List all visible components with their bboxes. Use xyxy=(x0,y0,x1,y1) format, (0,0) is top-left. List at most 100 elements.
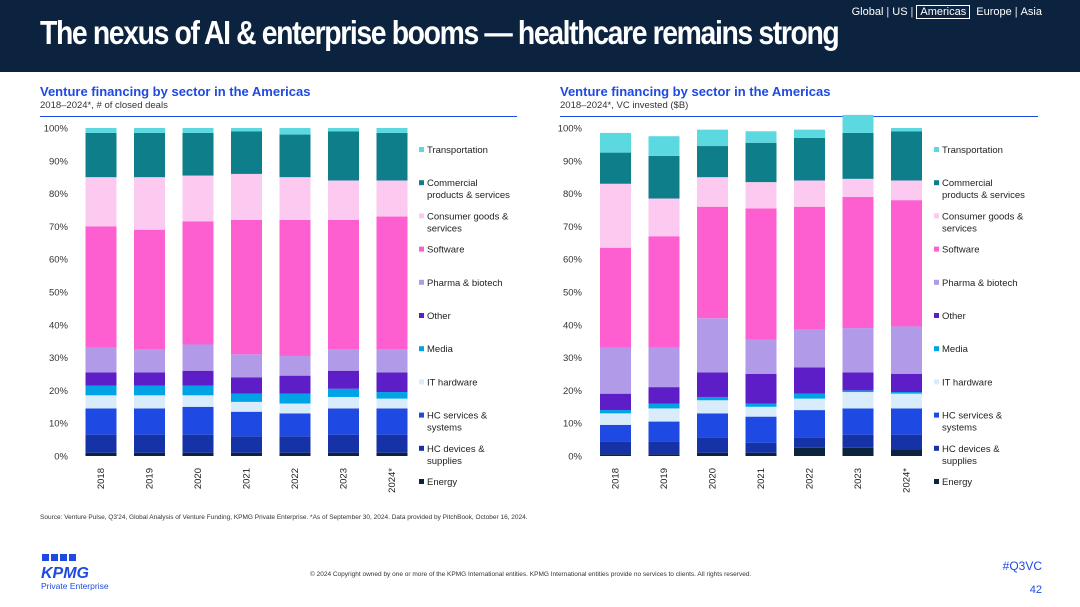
bar-segment-media xyxy=(85,385,117,396)
bar-segment-pharma-and-biotech xyxy=(328,349,359,371)
bar-segment-transportation xyxy=(794,129,825,138)
region-europe[interactable]: Europe xyxy=(976,6,1012,18)
bar-segment-hc-services-and-systems xyxy=(842,408,874,435)
legend-label-hc-devices-and-supplies: HC devices & xyxy=(942,444,1000,455)
legend-label-media: Media xyxy=(427,344,454,355)
right-chart-rule xyxy=(560,116,1038,117)
bar-segment-hc-devices-and-supplies xyxy=(85,434,117,453)
y-tick-label: 60% xyxy=(49,255,69,266)
y-tick-label: 40% xyxy=(563,320,583,331)
bar-segment-commercial-products-and-services xyxy=(279,134,311,178)
legend-label-hc-services-and-systems: HC services & xyxy=(942,411,1003,422)
bar-segment-consumer-goods-and-services xyxy=(134,177,165,230)
legend-label-other: Other xyxy=(942,311,966,322)
bar-segment-transportation xyxy=(891,128,922,132)
bar-segment-pharma-and-biotech xyxy=(85,347,117,373)
y-tick-label: 70% xyxy=(49,222,69,233)
y-tick-label: 10% xyxy=(49,419,69,430)
bar-segment-pharma-and-biotech xyxy=(231,354,262,378)
bar-segment-software xyxy=(85,226,117,348)
legend-swatch-other xyxy=(419,313,424,318)
x-tick-label: 2021 xyxy=(756,468,767,489)
bar-segment-transportation xyxy=(600,132,631,153)
bar-segment-transportation xyxy=(182,128,214,133)
right-chart-header: Venture financing by sector in the Ameri… xyxy=(560,84,830,111)
legend-label-it-hardware: IT hardware xyxy=(427,377,478,388)
bar-segment-hc-devices-and-supplies xyxy=(231,436,262,453)
bar-segment-other xyxy=(182,370,214,386)
region-separator: | xyxy=(910,6,914,18)
y-tick-label: 60% xyxy=(563,255,583,266)
x-tick-label: 2023 xyxy=(339,468,350,489)
region-us[interactable]: US xyxy=(892,6,908,18)
bar-segment-software xyxy=(328,219,359,350)
bar-segment-media xyxy=(648,403,680,409)
bar-segment-pharma-and-biotech xyxy=(842,328,874,373)
bar-segment-consumer-goods-and-services xyxy=(328,180,359,220)
bar-segment-pharma-and-biotech xyxy=(794,329,825,368)
left-chart-title: Venture financing by sector in the Ameri… xyxy=(40,84,311,99)
bar-segment-transportation xyxy=(328,128,359,132)
legend-label-hc-devices-and-supplies: supplies xyxy=(427,456,462,467)
legend-swatch-hc-devices-and-supplies xyxy=(934,445,939,451)
bar-segment-energy xyxy=(182,452,214,456)
bar-segment-media xyxy=(279,393,311,404)
bar-segment-hc-services-and-systems xyxy=(328,408,359,435)
region-asia[interactable]: Asia xyxy=(1020,6,1042,18)
left-chart-header: Venture financing by sector in the Ameri… xyxy=(40,84,310,111)
region-global[interactable]: Global xyxy=(851,6,884,18)
bar-segment-other xyxy=(697,372,728,397)
bar-segment-software xyxy=(745,208,777,340)
y-tick-label: 10% xyxy=(563,419,583,430)
y-tick-label: 90% xyxy=(563,156,583,167)
bar-segment-it-hardware xyxy=(328,396,359,409)
kpmg-logo-subtext: Private Enterprise xyxy=(41,581,109,591)
legend-label-consumer-goods-and-services: services xyxy=(427,223,462,234)
y-tick-label: 80% xyxy=(49,189,69,200)
bar-segment-other xyxy=(134,372,165,386)
legend-label-software: Software xyxy=(942,245,980,256)
region-americas[interactable]: Americas xyxy=(916,5,971,19)
legend-label-energy: Energy xyxy=(427,477,457,488)
kpmg-logo-text: KPMG xyxy=(41,565,89,582)
kpmg-logo: KPMG Private Enterprise xyxy=(40,554,110,597)
bar-segment-energy xyxy=(376,452,408,456)
bar-segment-energy xyxy=(134,452,165,456)
bar-segment-commercial-products-and-services xyxy=(891,131,922,181)
bar-segment-software xyxy=(182,221,214,345)
legend-label-hc-services-and-systems: HC services & xyxy=(427,411,488,422)
bar-segment-it-hardware xyxy=(794,398,825,411)
bar-segment-it-hardware xyxy=(182,395,214,407)
bar-segment-commercial-products-and-services xyxy=(697,146,728,178)
bar-segment-software xyxy=(794,206,825,330)
bar-segment-media xyxy=(231,393,262,402)
bar-segment-media xyxy=(794,393,825,399)
bar-segment-software xyxy=(891,200,922,327)
bar-segment-media xyxy=(600,410,631,414)
y-tick-label: 100% xyxy=(44,124,69,135)
bar-segment-transportation xyxy=(85,128,117,133)
bar-segment-software xyxy=(134,229,165,350)
bar-segment-it-hardware xyxy=(85,395,117,409)
bar-segment-transportation xyxy=(134,128,165,133)
bar-segment-consumer-goods-and-services xyxy=(891,180,922,201)
bar-segment-media xyxy=(182,385,214,396)
region-separator: | xyxy=(886,6,890,18)
x-tick-label: 2022 xyxy=(290,468,301,489)
bar-segment-hc-services-and-systems xyxy=(134,408,165,435)
bar-segment-commercial-products-and-services xyxy=(842,132,874,179)
bar-segment-hc-devices-and-supplies xyxy=(794,437,825,448)
legend-label-commercial-products-and-services: products & services xyxy=(427,190,510,201)
bar-segment-energy xyxy=(842,447,874,456)
right-chart-title: Venture financing by sector in the Ameri… xyxy=(560,84,831,99)
legend-label-transportation: Transportation xyxy=(942,145,1003,156)
legend-swatch-it-hardware xyxy=(934,379,939,385)
bar-segment-pharma-and-biotech xyxy=(279,355,311,376)
bar-segment-other xyxy=(279,375,311,394)
legend-swatch-it-hardware xyxy=(419,379,424,385)
vc-invested-stacked-bar-chart: 0% 10% 20% 30% 40% 50% 60% 70% 80% 90% 100% 2018 201… xyxy=(558,114,1025,493)
bar-segment-media xyxy=(328,388,359,397)
bar-segment-media xyxy=(745,403,777,407)
x-tick-label: 2023 xyxy=(853,468,864,489)
bar-segment-other xyxy=(85,372,117,386)
